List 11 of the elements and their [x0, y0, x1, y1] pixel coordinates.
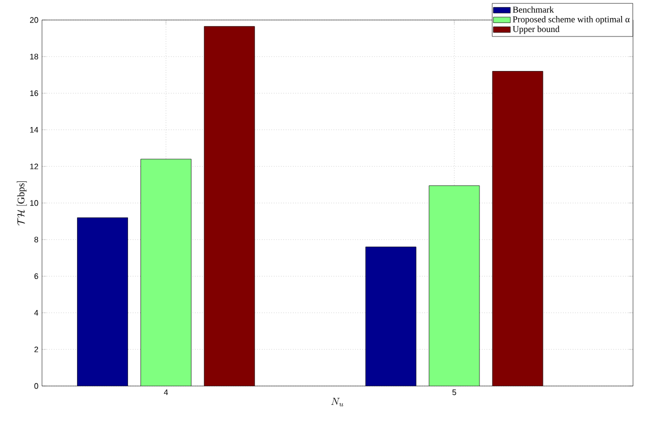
x-axis-title: $N_u$ [331, 398, 344, 406]
legend-label: Proposed scheme with optimal α [512, 16, 630, 24]
bar [365, 246, 416, 386]
y-axis-title: $\mathcal{TH}\ [\mathrm{Gbps}]$ [16, 181, 27, 226]
bar [140, 158, 192, 386]
bar [204, 26, 255, 386]
bar [428, 185, 480, 386]
bar [77, 217, 128, 386]
legend-label: Benchmark [512, 6, 554, 13]
bar [492, 71, 544, 386]
legend-label: Upper bound [512, 26, 560, 34]
